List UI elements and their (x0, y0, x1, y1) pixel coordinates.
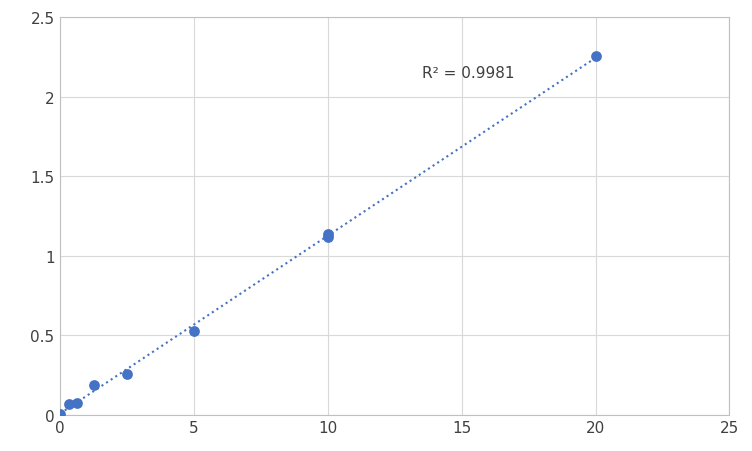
Point (188, 327, 200, 335)
Point (71, 399, 83, 406)
Point (322, 234, 334, 241)
Text: R² = 0.9981: R² = 0.9981 (422, 66, 514, 81)
Point (62, 400, 74, 408)
Point (590, 54, 602, 61)
Point (87, 382, 99, 389)
Point (54, 410, 66, 417)
Point (322, 231, 334, 238)
Point (121, 371, 133, 378)
